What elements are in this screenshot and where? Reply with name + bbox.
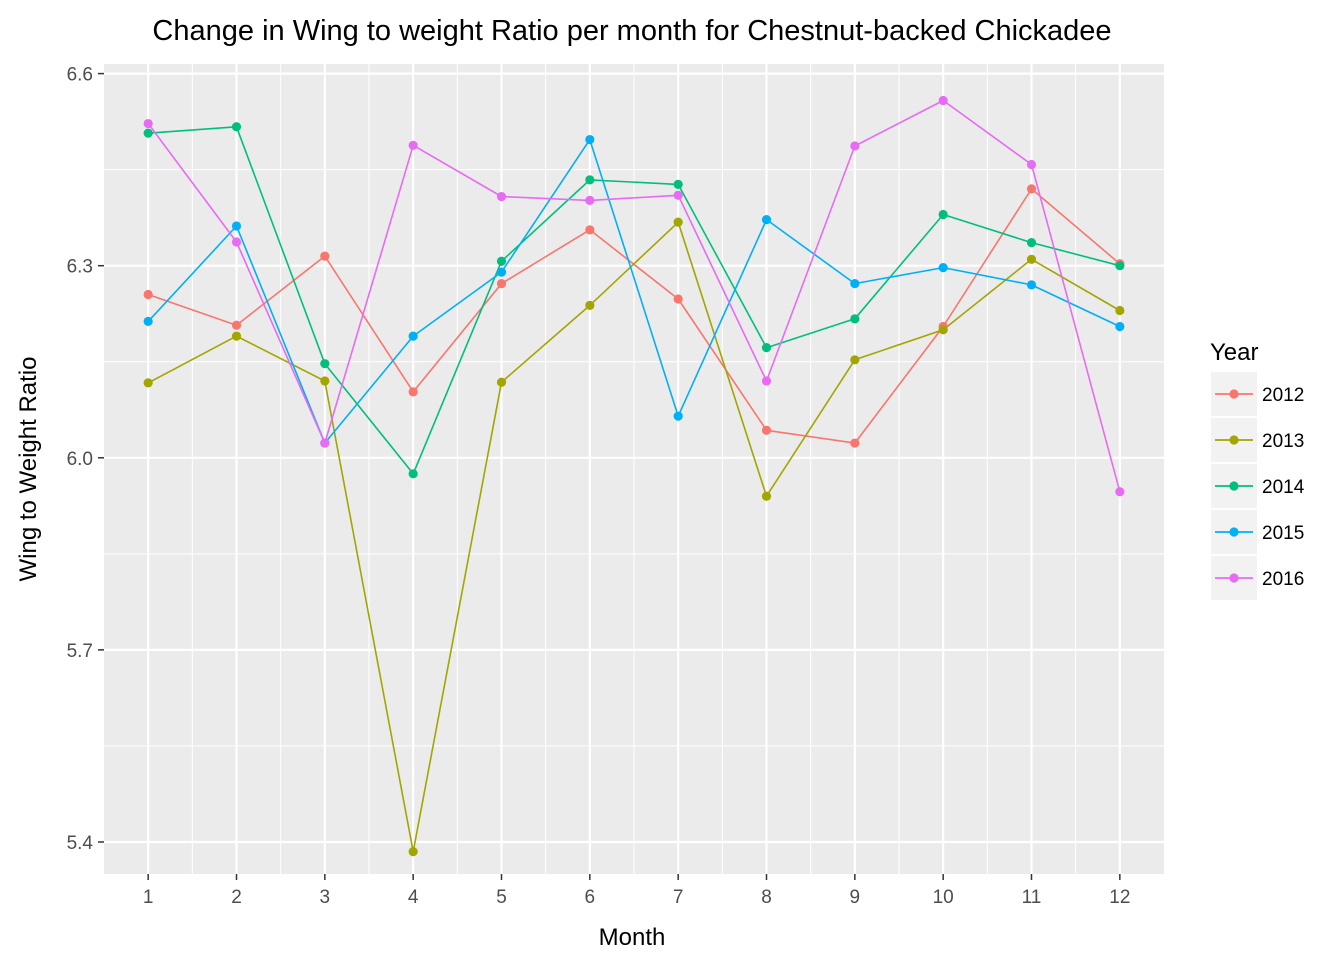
- x-tick-label: 10: [933, 887, 954, 908]
- legend: Year 2012 2013 2014 2015 2016: [1210, 339, 1305, 600]
- data-point-2014: [231, 122, 242, 132]
- series-line-2013: [147, 221, 1121, 853]
- data-point-2016: [850, 141, 860, 151]
- data-point-2013: [320, 376, 330, 386]
- y-axis-title: Wing to Weight Ratio: [15, 357, 42, 582]
- data-point-2015: [585, 134, 595, 145]
- data-point-2014: [143, 128, 153, 138]
- data-point-2014: [761, 343, 772, 353]
- x-axis-title: Month: [599, 924, 666, 951]
- legend-title: Year: [1210, 339, 1259, 366]
- data-point-2012: [761, 425, 772, 435]
- series-line-2014: [148, 126, 1121, 475]
- series-line-2016: [147, 99, 1121, 492]
- legend-key-point: [1229, 389, 1239, 399]
- x-tick-label: 3: [320, 887, 331, 908]
- legend-label: 2012: [1262, 385, 1304, 406]
- data-point-2015: [143, 316, 153, 327]
- x-tick-label: 1: [143, 887, 154, 908]
- data-point-2013: [673, 217, 683, 227]
- data-point-2013: [496, 377, 507, 387]
- x-tick-label: 11: [1022, 887, 1042, 908]
- data-point-2013: [850, 355, 860, 365]
- data-point-2012: [850, 438, 860, 448]
- x-tick-label: 9: [850, 887, 861, 908]
- data-point-2015: [408, 331, 418, 341]
- x-tick-label: 5: [496, 887, 507, 908]
- x-tick-label: 7: [673, 887, 684, 908]
- data-point-2012: [320, 251, 330, 261]
- data-point-2013: [143, 378, 153, 388]
- data-point-2012: [408, 387, 418, 397]
- data-point-2013: [1026, 254, 1037, 264]
- legend-key-point: [1229, 527, 1239, 537]
- data-point-2015: [673, 411, 683, 421]
- legend-label: 2014: [1262, 477, 1305, 498]
- data-point-2012: [673, 294, 683, 304]
- data-point-2014: [938, 209, 948, 220]
- chart-title: Change in Wing to weight Ratio per month…: [152, 15, 1111, 47]
- legend-label: 2013: [1262, 431, 1304, 452]
- data-point-2013: [585, 300, 595, 310]
- legend-key-point: [1229, 481, 1239, 491]
- data-point-2015: [231, 221, 242, 231]
- data-point-2016: [143, 118, 153, 129]
- data-point-2014: [585, 175, 595, 185]
- series-line-2015: [147, 138, 1121, 444]
- data-point-2012: [1026, 184, 1037, 194]
- data-point-2016: [320, 438, 330, 448]
- data-point-2016: [1026, 159, 1037, 170]
- data-point-2015: [938, 263, 948, 273]
- y-axis: 5.4 5.7 6.0 6.3 6.6: [67, 65, 104, 854]
- data-point-2016: [496, 191, 507, 202]
- data-point-2014: [850, 314, 860, 324]
- data-point-2016: [673, 190, 683, 200]
- y-tick-label: 5.7: [67, 641, 93, 662]
- data-point-2013: [408, 846, 418, 857]
- data-point-2016: [938, 95, 948, 106]
- data-point-2013: [938, 325, 948, 335]
- data-point-2012: [231, 320, 242, 330]
- y-tick-label: 6.0: [67, 449, 93, 470]
- data-point-2012: [143, 289, 153, 300]
- data-point-2012: [496, 279, 507, 289]
- y-tick-label: 6.6: [67, 65, 93, 86]
- data-point-2015: [1026, 280, 1037, 290]
- data-point-2016: [1115, 487, 1125, 497]
- y-tick-label: 6.3: [67, 257, 93, 278]
- data-point-2016: [585, 195, 595, 205]
- x-tick-label: 2: [231, 887, 242, 908]
- data-point-2013: [231, 331, 242, 341]
- data-point-2014: [673, 179, 683, 189]
- grid-major: [104, 64, 1164, 874]
- series-points: [143, 95, 1125, 857]
- x-tick-label: 8: [761, 887, 772, 908]
- x-tick-label: 12: [1109, 887, 1130, 908]
- legend-label: 2016: [1262, 569, 1304, 590]
- legend-key-point: [1229, 573, 1239, 583]
- series-lines: [147, 99, 1121, 853]
- data-point-2014: [1026, 238, 1037, 248]
- legend-key-point: [1229, 435, 1239, 445]
- legend-label: 2015: [1262, 523, 1304, 544]
- data-point-2015: [1115, 321, 1125, 332]
- data-point-2015: [850, 279, 860, 289]
- data-point-2014: [408, 469, 418, 479]
- data-point-2015: [496, 267, 507, 277]
- x-axis: 1 2 3 4 5 6 7 8 9 10 11 12: [143, 874, 1130, 908]
- data-point-2015: [761, 214, 772, 225]
- data-point-2014: [1115, 261, 1125, 271]
- data-point-2014: [496, 256, 507, 266]
- y-tick-label: 5.4: [67, 833, 94, 854]
- x-tick-label: 4: [408, 887, 419, 908]
- data-point-2016: [231, 237, 242, 247]
- data-point-2013: [1115, 305, 1125, 316]
- data-point-2013: [761, 491, 772, 501]
- data-point-2016: [408, 140, 418, 150]
- data-point-2016: [761, 376, 772, 386]
- data-point-2012: [585, 225, 595, 235]
- x-tick-label: 6: [585, 887, 596, 908]
- data-point-2014: [320, 359, 330, 369]
